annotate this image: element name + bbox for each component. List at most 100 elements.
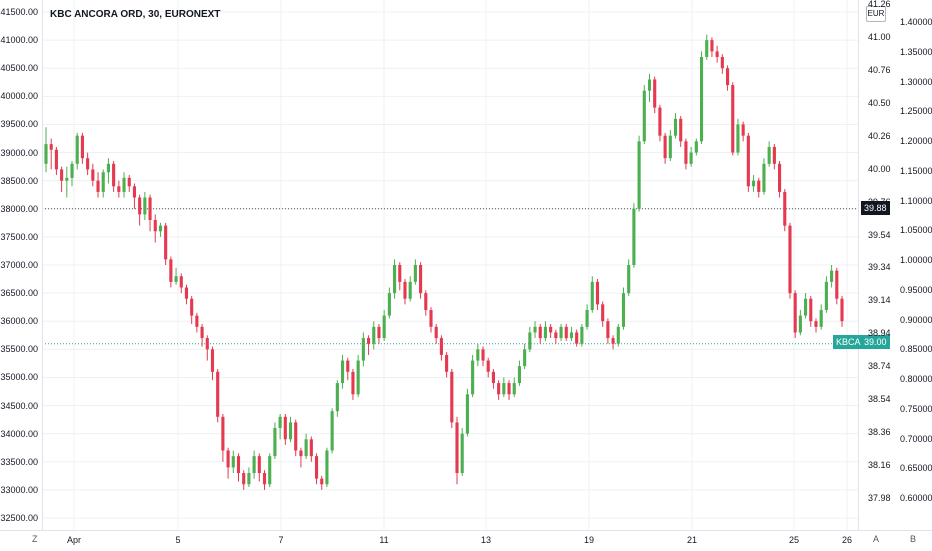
candle-body <box>429 309 433 327</box>
auto-scale-button[interactable]: A <box>873 534 880 544</box>
time-axis-tick-label: 25 <box>788 535 800 545</box>
candle-body <box>445 354 449 372</box>
candle-body <box>549 326 553 333</box>
candle-body <box>340 360 345 384</box>
candle-body <box>252 456 256 474</box>
candle <box>398 262 402 291</box>
right-axis-price-label: 39.34 <box>868 262 891 273</box>
candle <box>304 433 308 459</box>
candle <box>736 118 740 156</box>
right-price-axis[interactable] <box>858 0 932 530</box>
candle <box>653 76 657 114</box>
candle <box>221 413 225 462</box>
candle-body <box>210 349 215 372</box>
candle-body <box>346 360 350 372</box>
candle <box>481 346 485 367</box>
left-axis-tick-label: 35500.00 <box>0 344 38 355</box>
candle <box>200 324 204 347</box>
right-axis-ratio-label: 0.90000 <box>900 314 932 325</box>
candle-body <box>559 326 563 339</box>
candle <box>554 329 558 344</box>
candle <box>408 276 412 302</box>
candle <box>627 259 631 296</box>
candle <box>804 293 808 319</box>
candle <box>210 346 215 381</box>
time-axis-tick-label: 26 <box>841 535 853 545</box>
candle <box>387 287 391 319</box>
candle-body <box>314 456 319 479</box>
candle-body <box>408 281 412 299</box>
candle-body <box>606 321 610 339</box>
candle-body <box>49 144 53 150</box>
candle-body <box>372 326 376 344</box>
candle <box>70 160 74 187</box>
candle <box>96 172 100 198</box>
time-axis[interactable] <box>0 530 932 551</box>
candle <box>668 130 672 161</box>
candle <box>299 447 303 468</box>
right-axis-ratio-label: 0.80000 <box>900 374 932 384</box>
candle <box>517 360 521 386</box>
candle <box>840 295 844 327</box>
candle <box>673 113 678 139</box>
log-scale-button[interactable]: B <box>910 534 917 544</box>
candle <box>158 222 163 237</box>
right-axis-price-label: 40.76 <box>868 64 891 75</box>
candle <box>679 116 683 147</box>
candle <box>450 369 454 429</box>
candle <box>601 301 605 327</box>
candle-body <box>720 56 724 69</box>
candle <box>445 352 449 378</box>
candle <box>569 326 574 341</box>
candle <box>642 85 646 145</box>
candle-body <box>824 281 828 310</box>
time-axis-tick-label: 21 <box>686 535 698 545</box>
candle-body <box>627 265 631 294</box>
candle-body <box>330 411 334 451</box>
candle-body <box>502 383 506 395</box>
currency-button[interactable]: EUR <box>866 6 886 22</box>
candle-body <box>112 163 116 187</box>
right-axis-ratio-label: 0.95000 <box>900 284 932 295</box>
candle <box>606 318 610 344</box>
candle-body <box>205 338 209 350</box>
candle-body <box>101 172 105 192</box>
right-axis-price-label: 40.50 <box>868 97 891 108</box>
candle <box>809 295 813 327</box>
candle <box>351 369 355 400</box>
chart-title: KBC ANCORA ORD, 30, EURONEXT <box>50 9 221 20</box>
candle <box>314 453 319 485</box>
candle <box>512 377 516 398</box>
candle-body <box>751 180 756 187</box>
candle-body <box>460 433 464 474</box>
candle <box>689 146 693 167</box>
candle <box>236 453 241 482</box>
left-axis-tick-label: 34500.00 <box>0 400 38 411</box>
candle <box>377 324 381 344</box>
candle <box>138 194 142 226</box>
candle-body <box>54 149 58 170</box>
time-axis-tick-label: 19 <box>583 535 595 545</box>
candle-body <box>44 144 48 164</box>
candle-body <box>257 456 261 474</box>
candle-body <box>616 326 620 344</box>
zoom-button[interactable]: Z <box>32 534 38 544</box>
candle-body <box>512 383 516 395</box>
candle <box>153 214 157 243</box>
right-axis-ratio-label: 0.85000 <box>900 344 932 355</box>
candle-body <box>320 478 324 485</box>
left-axis-tick-label: 39000.00 <box>0 147 38 158</box>
candle <box>798 309 802 336</box>
last-price-tag: 39.00 <box>861 335 890 349</box>
candle <box>585 304 589 330</box>
candle-body <box>762 163 766 192</box>
candle <box>746 132 750 192</box>
left-price-axis[interactable] <box>0 0 43 530</box>
candle <box>621 287 626 330</box>
candle-body <box>236 456 241 474</box>
candle-body <box>647 79 652 91</box>
candle-body <box>231 456 235 468</box>
candle-body <box>585 309 589 327</box>
